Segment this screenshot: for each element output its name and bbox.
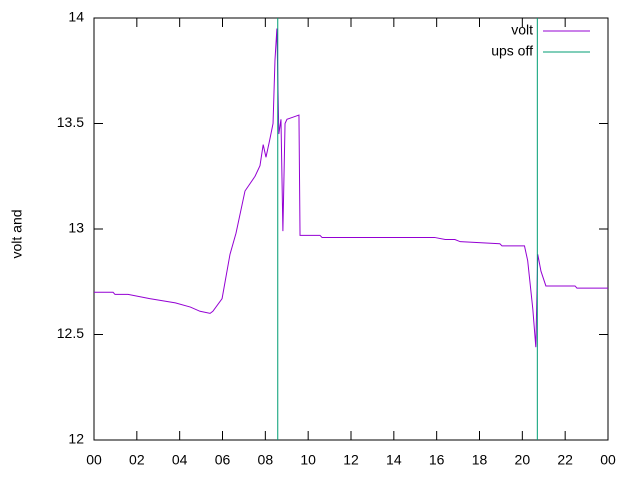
x-tick-label: 14 bbox=[386, 452, 402, 468]
x-tick-label: 02 bbox=[129, 452, 145, 468]
legend-label: volt bbox=[511, 22, 533, 38]
x-tick-label: 12 bbox=[343, 452, 359, 468]
x-tick-label: 10 bbox=[300, 452, 316, 468]
y-tick-label: 12.5 bbox=[57, 325, 84, 341]
plot-border bbox=[93, 17, 609, 441]
x-tick-label: 22 bbox=[557, 452, 573, 468]
y-axis-label: volt and bbox=[9, 209, 25, 258]
x-tick-label: 00 bbox=[86, 452, 102, 468]
x-tick-label: 20 bbox=[515, 452, 531, 468]
x-tick-label: 06 bbox=[215, 452, 231, 468]
y-tick-label: 12 bbox=[68, 431, 84, 447]
x-tick-label: 04 bbox=[172, 452, 188, 468]
legend-label: ups off bbox=[491, 43, 533, 59]
y-tick-label: 14 bbox=[68, 9, 84, 25]
x-tick-label: 16 bbox=[429, 452, 445, 468]
series-line bbox=[94, 28, 608, 348]
series-line bbox=[277, 18, 538, 440]
x-tick-label: 18 bbox=[472, 452, 488, 468]
y-tick-label: 13 bbox=[68, 220, 84, 236]
y-tick-label: 13.5 bbox=[57, 114, 84, 130]
x-tick-label: 08 bbox=[258, 452, 274, 468]
x-tick-label: 00 bbox=[600, 452, 616, 468]
